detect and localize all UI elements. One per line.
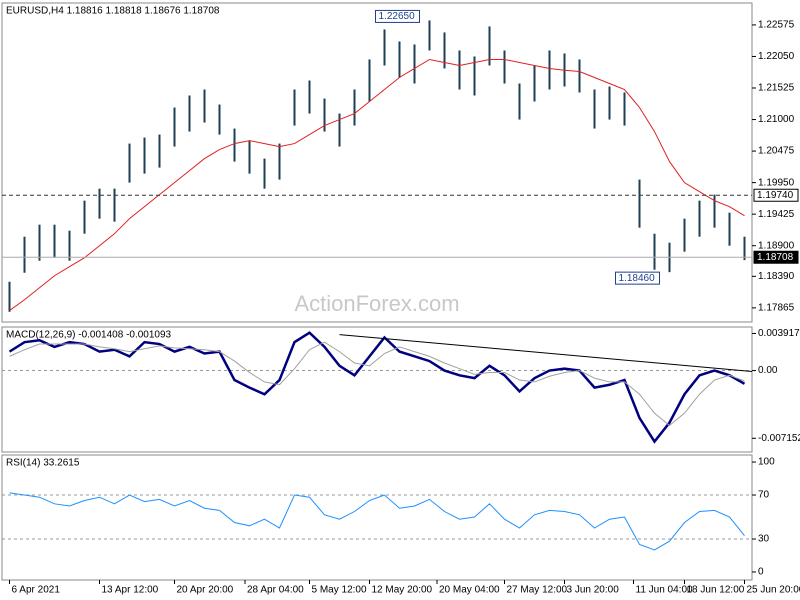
y-tick-label: -0.007152 xyxy=(758,433,800,444)
y-tick-label: 100 xyxy=(758,457,775,468)
y-tick-label: 1.20475 xyxy=(758,146,795,157)
y-tick-label: 30 xyxy=(758,534,770,545)
trendline xyxy=(339,334,753,373)
x-tick-label: 5 May 12:00 xyxy=(312,585,367,596)
level-label: 1.19740 xyxy=(757,190,794,201)
annotation-label: 1.18460 xyxy=(619,273,656,284)
x-tick-label: 20 May 04:00 xyxy=(439,585,500,596)
x-tick-label: 6 Apr 2021 xyxy=(12,585,61,596)
x-tick-label: 25 Jun 20:00 xyxy=(747,585,800,596)
indicator-line xyxy=(8,331,746,444)
level-box xyxy=(753,250,799,264)
panel-title: RSI(14) 33.2615 xyxy=(6,458,80,469)
x-tick-label: 20 Apr 20:00 xyxy=(177,585,234,596)
panel xyxy=(1,326,753,453)
x-tick-label: 18 Jun 12:00 xyxy=(687,585,745,596)
y-tick-label: 1.22575 xyxy=(758,20,795,31)
y-tick-label: 1.21000 xyxy=(758,114,795,125)
panel-title: EURUSD,H4 1.18816 1.18818 1.18676 1.1870… xyxy=(6,6,220,17)
y-tick-label: 1.21525 xyxy=(758,83,795,94)
indicator-line xyxy=(9,341,745,427)
level-label: 1.18708 xyxy=(757,252,794,263)
watermark: ActionForex.com xyxy=(294,291,459,316)
y-tick-label: 70 xyxy=(758,490,770,501)
panel-title: MACD(12,26,9) -0.001408 -0.001093 xyxy=(6,330,172,341)
panel xyxy=(1,2,753,323)
y-tick-label: 1.18900 xyxy=(758,240,795,251)
annotation-box xyxy=(375,9,420,23)
y-tick-label: 1.18390 xyxy=(758,271,795,282)
y-tick-label: 0.003917 xyxy=(758,328,800,339)
y-tick-label: 0.00 xyxy=(758,365,778,376)
x-tick-label: 11 Jun 04:00 xyxy=(636,585,694,596)
panel xyxy=(1,454,753,581)
x-tick-label: 13 Apr 12:00 xyxy=(102,585,159,596)
y-tick-label: 1.19425 xyxy=(758,209,795,220)
moving-average xyxy=(9,58,745,311)
indicator-line xyxy=(9,492,745,551)
y-tick-label: 1.19950 xyxy=(758,177,795,188)
level-box xyxy=(753,188,799,202)
annotation-label: 1.22650 xyxy=(379,11,416,22)
x-tick-label: 3 Jun 20:00 xyxy=(567,585,620,596)
x-tick-label: 27 May 12:00 xyxy=(507,585,568,596)
y-tick-label: 1.17865 xyxy=(758,303,795,314)
x-tick-label: 12 May 20:00 xyxy=(372,585,433,596)
y-tick-label: 0 xyxy=(758,567,764,578)
y-tick-label: 1.22050 xyxy=(758,51,795,62)
x-tick-label: 28 Apr 04:00 xyxy=(247,585,304,596)
annotation-box xyxy=(615,271,660,285)
